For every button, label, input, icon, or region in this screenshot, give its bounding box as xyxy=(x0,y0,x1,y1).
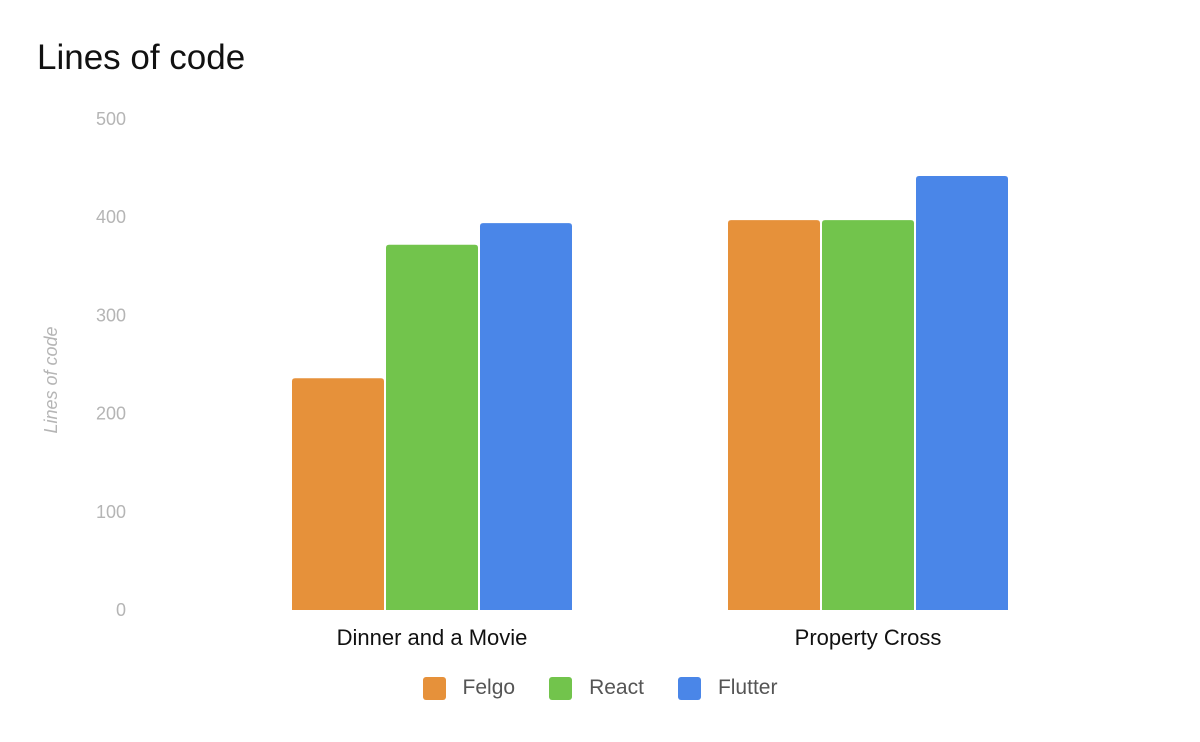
legend-item-felgo: Felgo xyxy=(422,676,516,700)
legend-item-react: React xyxy=(549,676,644,700)
legend-swatch xyxy=(677,676,701,700)
y-tick-label: 400 xyxy=(96,207,126,227)
y-tick-label: 0 xyxy=(116,600,126,620)
legend-item-flutter: Flutter xyxy=(677,676,778,700)
legend-swatch xyxy=(422,676,446,700)
bar-felgo-1 xyxy=(728,220,820,610)
bars-group xyxy=(292,175,1008,611)
bar-flutter-1 xyxy=(916,175,1008,610)
legend-label: Felgo xyxy=(462,676,516,699)
y-tick-label: 100 xyxy=(96,502,126,522)
y-tick-label: 300 xyxy=(96,305,126,325)
bar-react-0 xyxy=(386,244,478,611)
y-tick-label: 500 xyxy=(96,109,126,129)
y-tick-label: 200 xyxy=(96,404,126,424)
chart-title: Lines of code xyxy=(37,38,246,77)
bar-react-1 xyxy=(822,220,914,610)
y-axis-label: Lines of code xyxy=(41,326,61,433)
bar-flutter-0 xyxy=(480,223,572,611)
legend-label: React xyxy=(589,676,644,699)
x-category-label: Dinner and a Movie xyxy=(337,625,528,650)
legend-label: Flutter xyxy=(717,676,778,699)
y-axis-ticks: 0 100 200 300 400 500 xyxy=(96,109,126,620)
legend-swatch xyxy=(549,676,573,700)
x-category-label: Property Cross xyxy=(795,625,942,650)
category-labels: Dinner and a Movie Property Cross xyxy=(337,625,942,650)
bar-felgo-0 xyxy=(292,378,384,610)
legend: Felgo React Flutter xyxy=(0,676,1200,700)
